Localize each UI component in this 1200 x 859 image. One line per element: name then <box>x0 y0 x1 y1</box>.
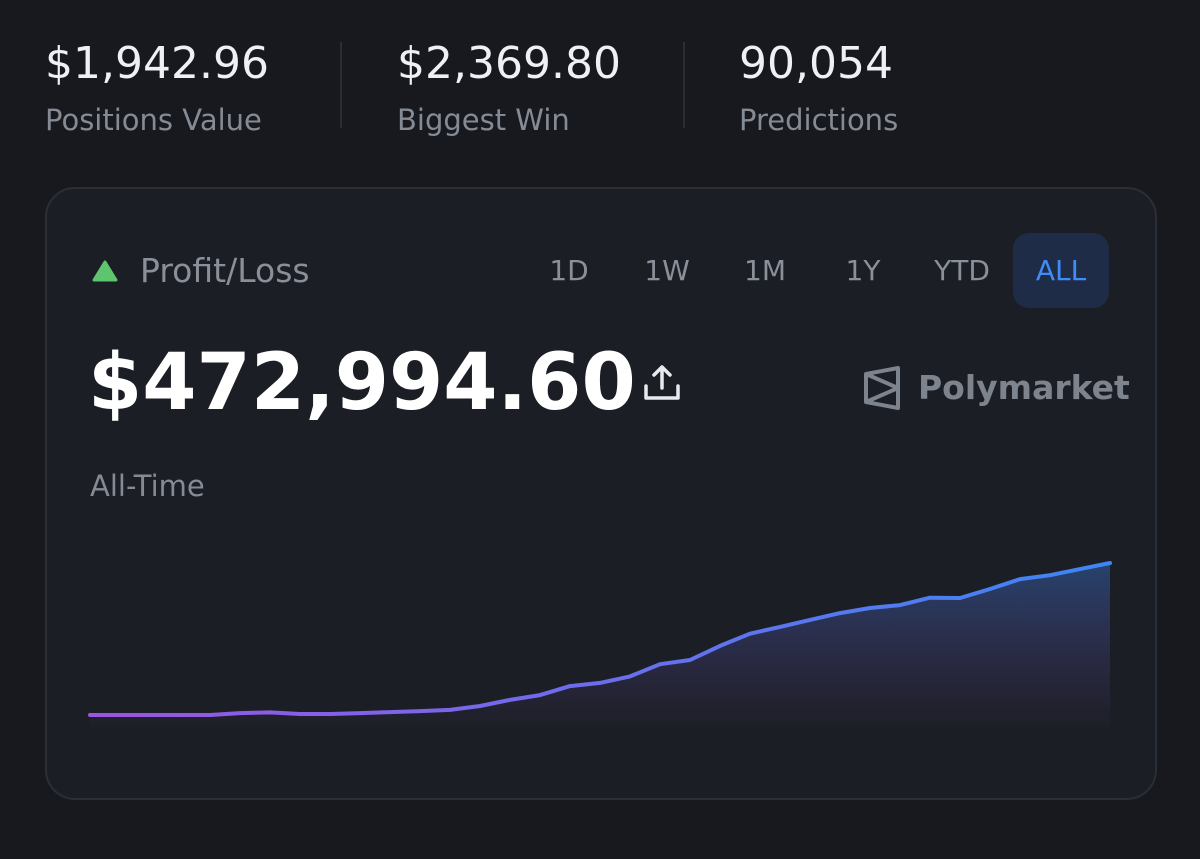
divider <box>683 42 685 128</box>
stat-label: Positions Value <box>45 103 262 137</box>
stat: $2,369.80 Biggest Win <box>397 38 621 140</box>
up-icon <box>92 260 118 282</box>
stat: 90,054 Predictions <box>739 38 898 140</box>
period-label: All-Time <box>90 469 205 503</box>
range-tab[interactable]: 1D <box>549 254 589 287</box>
stat-value: 90,054 <box>739 38 893 89</box>
divider <box>340 42 342 128</box>
share-button[interactable] <box>640 362 684 406</box>
stat-label: Predictions <box>739 103 899 137</box>
stat-label: Biggest Win <box>397 103 570 137</box>
stat: $1,942.96 Positions Value <box>45 38 269 140</box>
range-tab[interactable]: 1M <box>744 254 786 287</box>
range-tab[interactable]: ALL <box>1013 233 1109 308</box>
area <box>90 563 1110 735</box>
brand-logo <box>864 366 900 410</box>
stat-value: $2,369.80 <box>397 38 621 89</box>
range-tab[interactable]: 1W <box>644 254 690 287</box>
line <box>88 561 1112 717</box>
range-tab[interactable]: YTD <box>934 254 990 287</box>
stat-value: $1,942.96 <box>45 38 269 89</box>
amount: $472,994.60 <box>88 338 636 428</box>
range-tab[interactable]: 1Y <box>845 254 881 287</box>
card-title: Profit/Loss <box>140 251 310 290</box>
brand: Polymarket <box>918 368 1130 407</box>
